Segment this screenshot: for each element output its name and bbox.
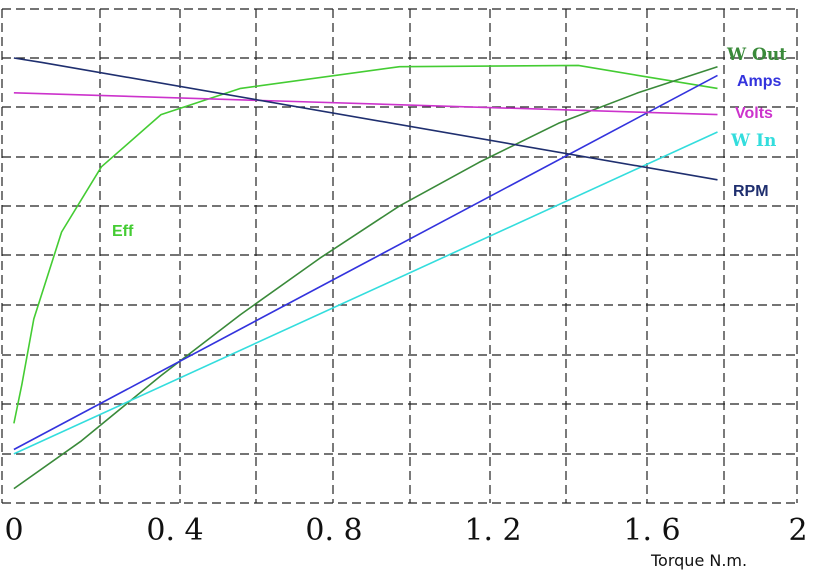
x-axis-label: Torque N.m.: [650, 551, 747, 570]
series-line-rpm: [13, 57, 718, 181]
series-line-w-out: [13, 65, 718, 490]
series-label-w-out: W Out: [726, 45, 787, 65]
series-labels: Eff W Out Amps Volts W In RPM: [112, 45, 787, 240]
series-line-eff: [13, 64, 718, 424]
x-tick-label: 0. 4: [146, 513, 203, 548]
x-tick-label: 0: [4, 513, 23, 548]
x-tick-labels: 0 0. 4 0. 8 1. 2 1. 6 2: [4, 513, 807, 548]
series-label-eff: Eff: [112, 223, 134, 240]
series-label-volts: Volts: [735, 105, 773, 122]
series-layer: [13, 57, 718, 490]
x-tick-label: 0. 8: [305, 513, 362, 548]
series-label-amps: Amps: [737, 73, 782, 90]
x-tick-label: 1. 2: [464, 513, 521, 548]
series-line-w-in: [13, 131, 718, 455]
x-tick-label: 1. 6: [623, 513, 680, 548]
series-label-rpm: RPM: [733, 183, 769, 200]
series-label-w-in: W In: [730, 131, 776, 151]
series-line-volts: [13, 92, 718, 116]
x-tick-label: 2: [788, 513, 807, 548]
series-line-amps: [13, 74, 718, 451]
